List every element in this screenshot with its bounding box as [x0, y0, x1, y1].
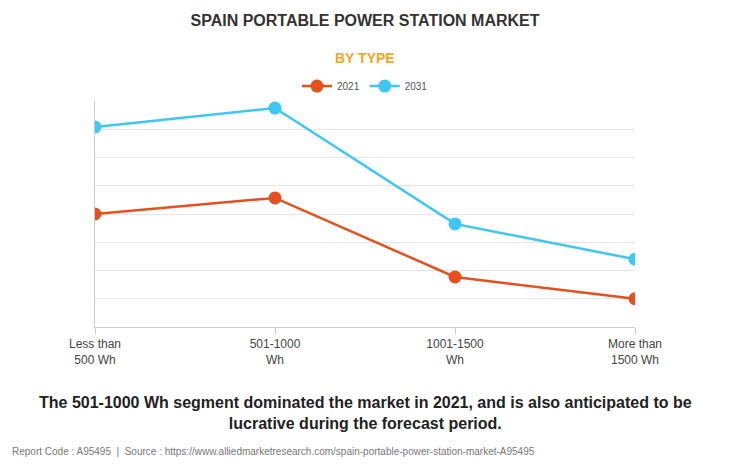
svg-text:2021: 2021: [337, 81, 360, 92]
svg-text:Report Code : A95495 | Sourc: Report Code : A95495 | Source : https://…: [12, 446, 535, 457]
svg-text:Less than500 Wh: Less than500 Wh: [69, 337, 121, 367]
svg-text:501-1000Wh: 501-1000Wh: [250, 337, 301, 367]
svg-text:2031: 2031: [405, 81, 428, 92]
svg-text:BY TYPE: BY TYPE: [335, 50, 395, 66]
svg-text:More than1500 Wh: More than1500 Wh: [608, 337, 662, 367]
svg-text:The 501-1000 Wh segment domina: The 501-1000 Wh segment dominated the ma…: [39, 394, 692, 432]
svg-text:SPAIN PORTABLE POWER STATION M: SPAIN PORTABLE POWER STATION MARKET: [190, 12, 539, 29]
svg-text:1001-1500Wh: 1001-1500Wh: [426, 337, 484, 367]
